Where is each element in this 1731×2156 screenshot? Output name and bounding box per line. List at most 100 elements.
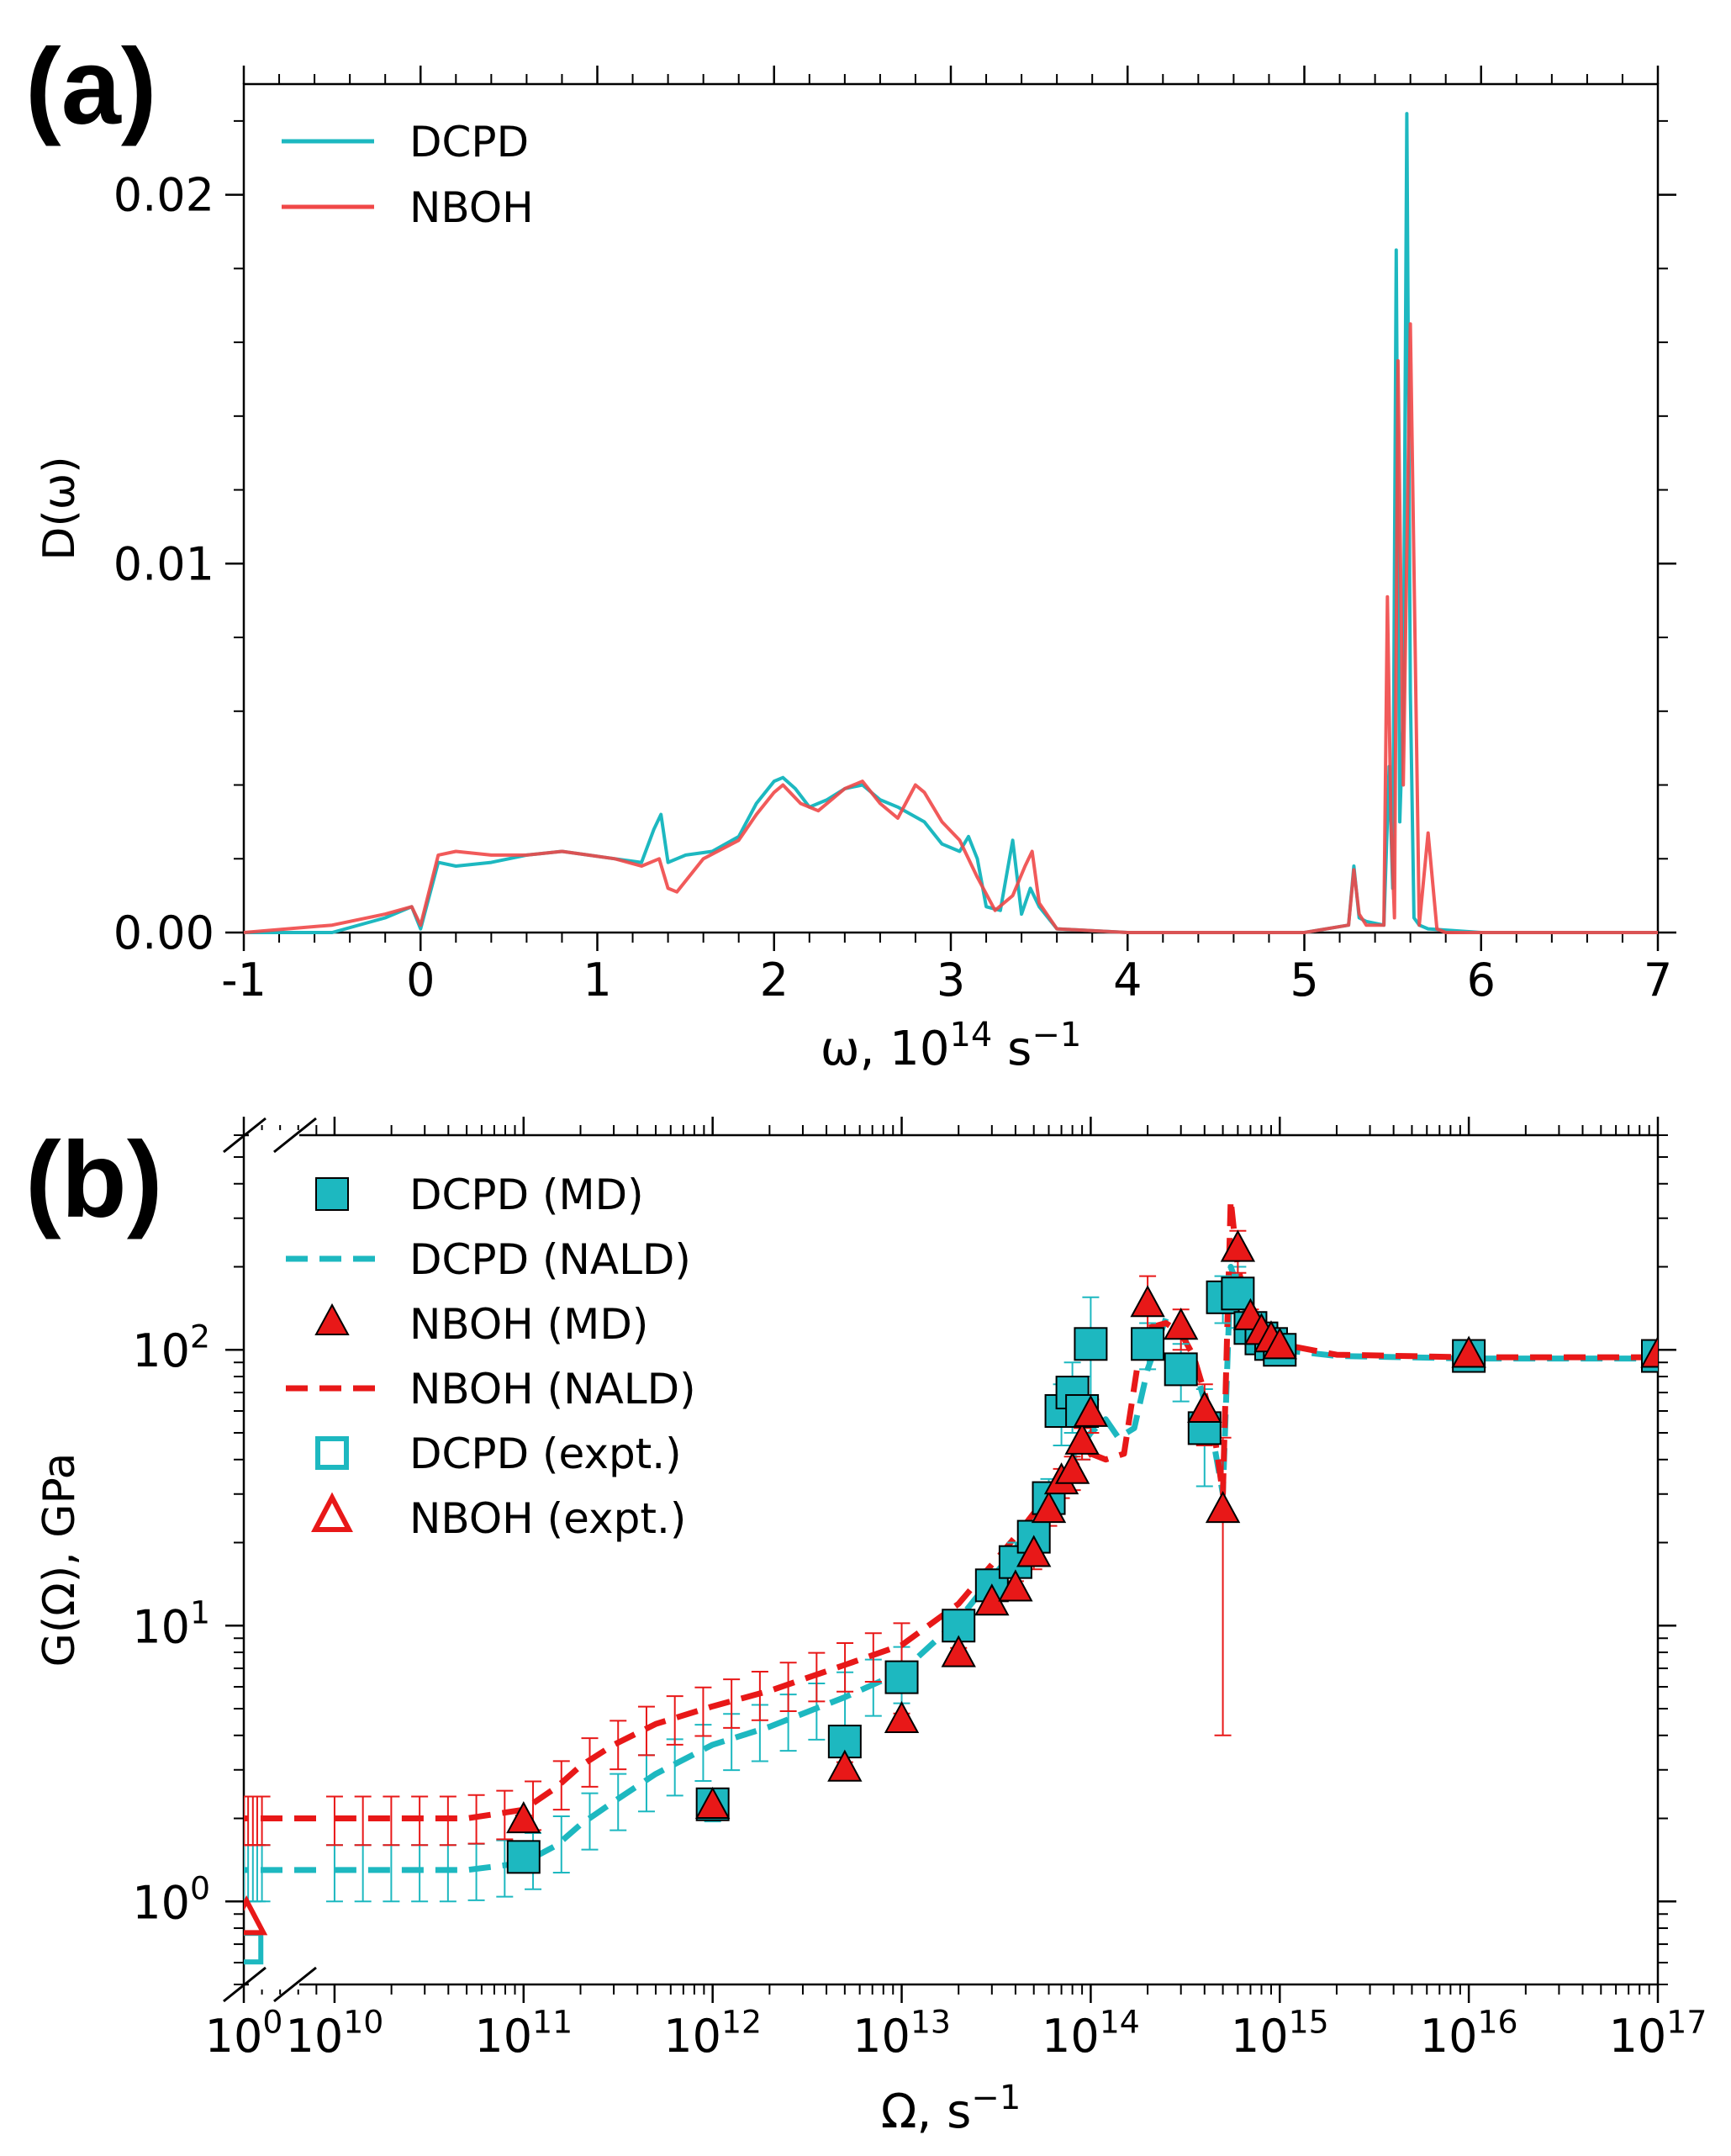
legend-label-b: NBOH (expt.) — [409, 1494, 686, 1543]
marker-dcpd-md — [1074, 1327, 1108, 1361]
x-tick-label-b: 1017 — [1609, 2003, 1707, 2063]
legend-swatch-dcpd-md- — [315, 1177, 349, 1211]
x-tick-label-a: 6 — [1467, 954, 1496, 1007]
x-tick-label-b: 1015 — [1231, 2003, 1329, 2063]
x-tick-label-b: 100 — [205, 2003, 283, 2063]
series-line-nboh — [243, 322, 1658, 934]
axis-break-mark — [223, 1117, 267, 1154]
x-tick-label-b-base: 10 — [1042, 2010, 1100, 2063]
marker-nboh-md — [1031, 1491, 1067, 1524]
x-tick-label-b-base: 10 — [1420, 2010, 1478, 2063]
x-tick-label-a: 3 — [937, 954, 965, 1007]
axis-break-mark — [273, 1117, 317, 1154]
x-tick-label-a: 2 — [760, 954, 789, 1007]
y-tick-label-b-exp: 2 — [190, 1318, 210, 1355]
marker-nboh-md — [1054, 1451, 1090, 1484]
marker-nboh-md — [998, 1569, 1033, 1602]
axis-break-gap — [248, 1130, 299, 1140]
marker-nboh-md — [1205, 1491, 1241, 1524]
legend-swatch-dcpd-expt- — [315, 1436, 349, 1470]
legend-label-b: NBOH (MD) — [409, 1300, 648, 1349]
x-tick-label-b-exp: 15 — [1289, 2003, 1329, 2040]
marker-nboh-md — [1451, 1335, 1486, 1368]
panel-b-label: (b) — [25, 1120, 163, 1240]
y-axis-label-a: D(ω) — [34, 456, 85, 560]
x-tick-label-a: 5 — [1290, 954, 1318, 1007]
y-tick-label-b-exp: 0 — [190, 1870, 210, 1907]
legend-swatch-nboh-expt- — [311, 1492, 353, 1532]
marker-nboh-md — [1187, 1390, 1222, 1424]
y-axis-label-b: G(Ω), GPa — [34, 1453, 85, 1667]
y-tick-label-b: 101 — [132, 1594, 210, 1654]
x-tick-label-b-base: 10 — [1231, 2010, 1289, 2063]
x-tick-label-b: 1011 — [474, 2003, 573, 2063]
x-tick-label-a: 7 — [1644, 954, 1672, 1007]
y-tick-label-b: 100 — [132, 1870, 210, 1930]
x-tick-label-b-exp: 11 — [532, 2003, 573, 2040]
y-tick-label-b-exp: 1 — [190, 1594, 210, 1631]
x-tick-label-b-exp: 12 — [721, 2003, 762, 2040]
x-axis-label-a: ω, 1014 s−1 — [821, 1016, 1082, 1076]
x-tick-label-b-exp: 17 — [1666, 2003, 1707, 2040]
legend-label-nboh: NBOH — [409, 183, 534, 232]
marker-nboh-md — [506, 1801, 541, 1834]
x-axis-label-a-main: ω, 10 — [821, 1022, 950, 1076]
x-tick-label-a: 1 — [583, 954, 611, 1007]
x-tick-label-b: 1010 — [286, 2003, 384, 2063]
marker-nboh-md — [1262, 1327, 1297, 1360]
axis-break-mark — [273, 1966, 317, 2003]
panel-a-label: (a) — [25, 27, 157, 147]
x-tick-label-b-base: 10 — [852, 2010, 910, 2063]
x-tick-label-a: 0 — [406, 954, 435, 1007]
panel-b-chart: 100 1010 1011 1012 1013 1014 1015 1016 101710010… — [34, 1117, 1707, 2139]
marker-dcpd-md — [506, 1840, 541, 1874]
axis-break-mark — [223, 1966, 267, 2003]
legend-label-dcpd: DCPD — [409, 118, 529, 166]
axis-break-gap — [248, 1979, 299, 1990]
x-axis-label-b-main: Ω, s — [881, 2085, 972, 2139]
x-tick-label-b: 1014 — [1042, 2003, 1140, 2063]
marker-nboh-md — [1064, 1422, 1100, 1455]
y-tick-label-b-base: 10 — [132, 1876, 190, 1929]
x-axis-label-a-tail: s — [992, 1022, 1032, 1076]
series-line-dcpd — [244, 112, 1658, 934]
legend-label-b: DCPD (NALD) — [409, 1235, 691, 1284]
x-axis-label-b: Ω, s−1 — [881, 2079, 1021, 2139]
marker-dcpd-md — [1131, 1327, 1165, 1361]
legend-label-b: DCPD (MD) — [409, 1170, 644, 1219]
plot-frame-b — [242, 1133, 1660, 1986]
marker-dcpd-expt — [244, 1931, 264, 1965]
x-tick-label-b-base: 10 — [1609, 2010, 1667, 2063]
legend-label-b: NBOH (NALD) — [409, 1365, 696, 1414]
y-tick-label-b-base: 10 — [132, 1324, 190, 1377]
panel-a-chart: -1 0 1 2 3 4 5 6 7 0.00 0.01 0.02 DCPD NBOH ω, 1014 s−… — [34, 66, 1676, 1076]
plot-area-b — [244, 1197, 1658, 1965]
x-tick-label-b: 1016 — [1420, 2003, 1518, 2063]
x-tick-label-b-exp: 14 — [1100, 2003, 1140, 2040]
x-tick-label-b-exp: 16 — [1477, 2003, 1517, 2040]
marker-nboh-md — [827, 1749, 863, 1782]
x-tick-label-b-exp: 0 — [262, 2003, 282, 2040]
x-tick-label-b-exp: 13 — [910, 2003, 951, 2040]
y-tick-label-b: 102 — [132, 1318, 210, 1378]
marker-nboh-md — [884, 1700, 920, 1733]
x-axis-label-b-sup: −1 — [971, 2079, 1021, 2117]
y-tick-label-b-base: 10 — [132, 1600, 190, 1653]
marker-nboh-md — [694, 1786, 731, 1819]
marker-nboh-expt — [244, 1894, 268, 1936]
marker-nboh-md — [1164, 1308, 1199, 1340]
legend-swatch-nboh-md- — [314, 1303, 350, 1335]
legend-label-b: DCPD (expt.) — [409, 1429, 682, 1478]
marker-dcpd-md — [1164, 1352, 1198, 1387]
x-tick-label-b-base: 10 — [286, 2010, 344, 2063]
x-tick-label-b-base: 10 — [663, 2010, 721, 2063]
marker-nboh-md — [1220, 1229, 1256, 1262]
x-tick-label-b-base: 10 — [205, 2010, 263, 2063]
x-axis-label-a-sup: 14 — [949, 1016, 992, 1054]
x-tick-label-b-base: 10 — [474, 2010, 532, 2063]
marker-nboh-md — [1130, 1285, 1165, 1318]
marker-dcpd-md — [884, 1660, 919, 1694]
x-tick-label-b-exp: 10 — [343, 2003, 383, 2040]
marker-nboh-md — [941, 1635, 976, 1667]
